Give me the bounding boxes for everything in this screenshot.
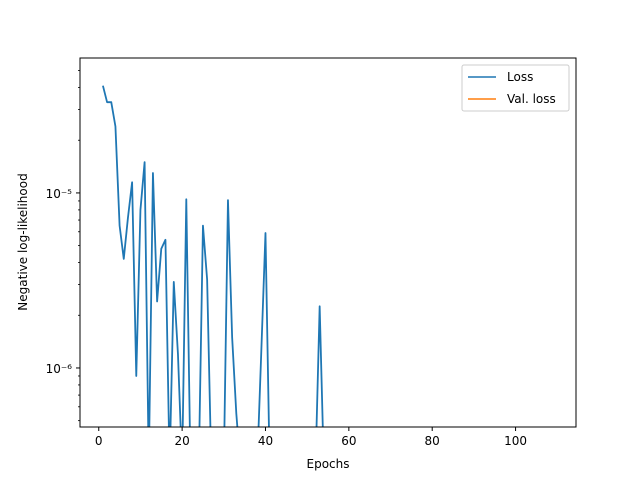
y-tick-label: 10⁻⁶ (46, 362, 73, 376)
x-tick-label: 20 (174, 434, 189, 448)
y-tick-label: 10⁻⁵ (46, 187, 73, 201)
y-axis-label: Negative log-likelihood (16, 173, 30, 310)
legend-label-val-loss: Val. loss (507, 92, 556, 106)
axes-frame (79, 57, 577, 428)
x-tick-label: 80 (425, 434, 440, 448)
y-axis: 10⁻⁶ 10⁻⁵ (46, 70, 80, 422)
legend: Loss Val. loss (461, 64, 570, 112)
x-axis: 0 20 40 60 80 100 (95, 427, 527, 448)
x-tick-label: 40 (258, 434, 273, 448)
x-tick-label: 60 (341, 434, 356, 448)
plot-area (102, 85, 324, 427)
series-line-loss (102, 85, 324, 427)
x-tick-label: 0 (95, 434, 103, 448)
x-axis-label: Epochs (307, 457, 350, 471)
legend-label-loss: Loss (507, 70, 533, 84)
x-tick-label: 100 (504, 434, 527, 448)
